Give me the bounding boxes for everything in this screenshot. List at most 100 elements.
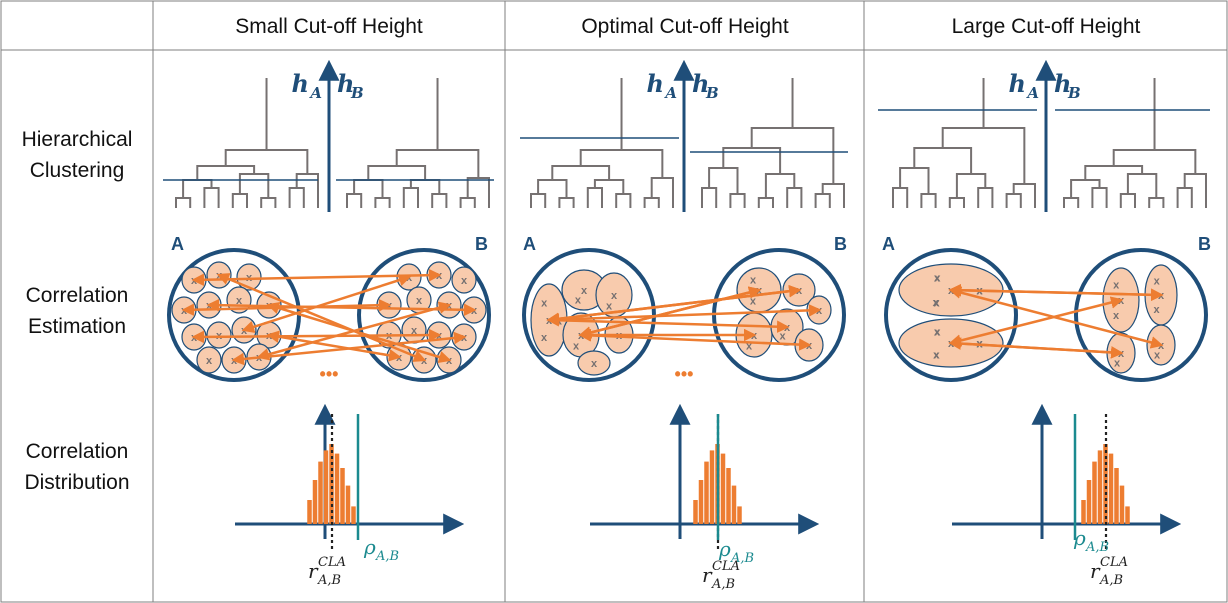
- cell-column-2: hAhBABxxxxxxxxxxxxxxxxxxxxxxxxxρA,BrA,BC…: [878, 59, 1211, 588]
- dendrogram-link: [615, 193, 632, 208]
- group-a-label: A: [171, 234, 184, 254]
- dendrogram-link: [764, 173, 796, 198]
- histogram-bar: [1097, 450, 1103, 524]
- dendrogram-link: [941, 127, 1026, 184]
- dendrogram-b: [346, 78, 490, 208]
- histogram-bar: [312, 480, 318, 524]
- row-label-line: Correlation: [26, 440, 129, 463]
- h-b-label: h: [692, 69, 709, 98]
- histogram-bar: [731, 485, 737, 524]
- dendrogram-link: [288, 187, 305, 208]
- histogram-bar: [1086, 480, 1092, 524]
- r-cla-subscript: A,B: [1099, 573, 1123, 588]
- row-label-line: Correlation: [26, 284, 129, 307]
- dendrogram-link: [1091, 187, 1108, 208]
- member-cross: x: [461, 275, 468, 287]
- h-a-label: h: [292, 69, 309, 98]
- h-b-subscript: B: [705, 84, 719, 102]
- dendrogram-link: [977, 187, 994, 208]
- row-label-line: Clustering: [30, 159, 125, 182]
- cell-column-0: hAhBABxxxxxxxxxxxxxxxxxxxxxxxxxxxx•••ρA,…: [163, 59, 494, 588]
- group-a-label: A: [523, 234, 536, 254]
- member-cross: x: [934, 273, 941, 285]
- member-cross: x: [541, 332, 548, 344]
- rho-label: ρ: [718, 537, 731, 561]
- histogram-bar: [693, 500, 698, 524]
- dendrogram-link: [231, 193, 248, 208]
- correlation-arrows: [948, 283, 1164, 359]
- dendrogram-link: [1119, 193, 1136, 208]
- group-circle: [1074, 248, 1208, 382]
- r-cla-superscript: CLA: [712, 559, 740, 574]
- correlation-arrow: [948, 283, 1164, 302]
- dendrogram-link: [466, 177, 490, 208]
- dendrogram-link: [1012, 183, 1036, 208]
- dendrogram-link: [1176, 187, 1193, 208]
- h-b-label: h: [337, 69, 354, 98]
- histogram-bar: [1114, 468, 1119, 524]
- correlation-arrows: [181, 268, 477, 366]
- member-cross: x: [934, 272, 941, 284]
- histogram-bar: [720, 453, 726, 524]
- member-cross: x: [750, 274, 757, 286]
- column-header-optimal: Optimal Cut-off Height: [581, 15, 789, 38]
- dendrogram-link: [1183, 173, 1207, 208]
- member-cross: x: [933, 297, 940, 309]
- member-cross: x: [573, 340, 580, 352]
- dendrogram-b: [701, 78, 845, 208]
- member-cross: x: [933, 349, 940, 361]
- dendrogram-link: [395, 149, 480, 178]
- member-cross: x: [1153, 304, 1160, 316]
- histogram-bar: [1092, 461, 1097, 524]
- histogram-bar: [704, 461, 709, 524]
- histogram-bar: [345, 485, 351, 524]
- r-cla-superscript: CLA: [1100, 555, 1128, 570]
- dendrogram-link: [948, 197, 965, 208]
- cluster: x: [206, 321, 232, 349]
- member-cross: x: [575, 294, 582, 306]
- histogram-bar: [1125, 506, 1130, 524]
- r-cla-label: r: [1090, 559, 1101, 583]
- row-label-correlation-distribution: Correlation Distribution: [24, 440, 129, 494]
- histogram-bar: [1103, 444, 1108, 524]
- member-cross: x: [1154, 349, 1161, 361]
- row-label-line: Hierarchical: [22, 128, 133, 151]
- h-b-subscript: B: [350, 84, 364, 102]
- dendrogram-link: [786, 187, 803, 208]
- h-a-subscript: A: [308, 84, 322, 102]
- rho-label: ρ: [363, 535, 376, 559]
- row-label-hierarchical-clustering: Hierarchical Clustering: [22, 128, 133, 182]
- correlation-arrow: [578, 286, 762, 339]
- histogram-bar: [726, 468, 731, 524]
- member-cross: x: [206, 355, 213, 367]
- dendrogram-link: [459, 197, 476, 208]
- dendrogram-link: [750, 127, 835, 184]
- group-b-label: B: [1198, 234, 1211, 254]
- dendrogram-link: [295, 173, 319, 208]
- member-cross: x: [581, 285, 588, 297]
- dendrogram-link: [586, 187, 603, 208]
- dendrogram-link: [1148, 197, 1165, 208]
- correlation-estimation-panel: ABxxxxxxxxxxxxxxxxxxxxxx•••: [522, 234, 847, 384]
- cluster: x: [577, 350, 611, 376]
- correlation-arrow: [256, 301, 452, 361]
- ellipsis: •••: [675, 364, 694, 384]
- dendrogram-link: [701, 187, 718, 208]
- member-cross: x: [1113, 280, 1120, 292]
- cluster: x: [401, 316, 427, 344]
- h-a-subscript: A: [1025, 84, 1039, 102]
- r-cla-label: r: [308, 559, 319, 583]
- dendrogram-link: [346, 193, 363, 208]
- ellipsis: •••: [320, 364, 339, 384]
- row-label-correlation-estimation: Correlation Estimation: [26, 284, 129, 338]
- r-cla-label: r: [702, 563, 713, 587]
